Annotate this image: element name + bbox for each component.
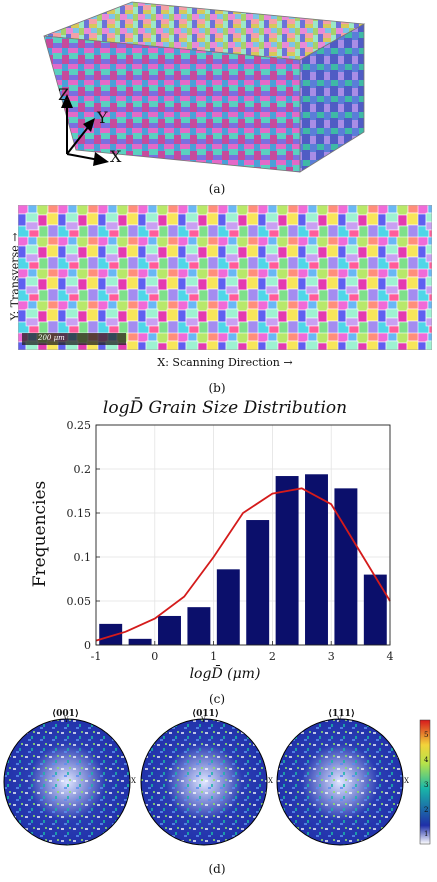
colorbar-tick: 2 [424,806,429,814]
chart-xlabel: logD̄ (μm) [189,666,261,682]
histogram-bar [128,638,152,645]
pf1-y-label: Y [64,716,69,724]
colorbar-tick: 3 [424,781,429,789]
histogram-bar [99,623,123,645]
caption-a: (a) [208,182,226,196]
caption-c: (c) [208,692,226,706]
y-tick-label: 0.25 [67,419,92,432]
histogram-bar [158,615,181,645]
axis-y-label: Y [97,108,108,127]
x-tick-label: 4 [387,650,394,663]
pf3-x-label: X [404,777,409,785]
caption-b: (b) [208,381,226,395]
grain-map [18,205,432,350]
x-tick-label: 3 [328,650,335,663]
x-tick-label: 2 [269,650,276,663]
pole-figure-111 [276,718,404,846]
pole-figure-label-001: ⟨001⟩ [52,709,80,719]
scanning-axis-label: X: Scanning Direction → [157,356,293,369]
grain-size-histogram: 00.050.10.150.20.25-1 0 1 2 3 4 [67,419,394,663]
histogram-bar [216,569,240,645]
caption-d: (d) [208,862,226,876]
colorbar-tick: 1 [424,830,429,838]
colorbar-tick: 4 [424,756,429,764]
x-tick-label: 0 [151,650,158,663]
histogram-bar [305,474,328,645]
pf1-x-label: X [131,777,136,785]
histogram-bar [187,607,211,645]
pf2-x-label: X [268,777,273,785]
plot-frame [95,424,391,646]
x-tick-label: -1 [91,650,102,663]
colorbar [419,719,431,845]
axes-triad [61,94,109,166]
pole-figure-011 [140,718,268,846]
scale-bar-label: 200 μm [38,334,65,342]
pole-figure-label-111: ⟨111⟩ [328,709,356,719]
pole-figure-label-011: ⟨011⟩ [192,709,220,719]
histogram-bar [275,476,299,645]
pole-figure-001 [3,718,131,846]
y-tick-label: 0.1 [74,551,92,564]
chart-title: logD̄ Grain Size Distribution [102,398,348,418]
y-tick-label: 0.15 [67,507,92,520]
histogram-bar [334,488,358,645]
pf3-y-label: Y [337,716,342,724]
axis-x-label: X [110,147,122,166]
histogram-bar [363,574,387,645]
colorbar-tick: 5 [424,731,429,739]
pole-figures [3,718,431,846]
axis-z-label: Z [58,85,70,104]
x-tick-label: 1 [210,650,217,663]
y-tick-label: 0.2 [74,463,92,476]
grain-block-3d [43,1,366,173]
y-tick-label: 0.05 [67,595,92,608]
fit-curve [95,487,391,642]
y-tick-label: 0 [84,639,91,652]
histogram-bar [246,520,270,645]
pf2-y-label: Y [201,716,206,724]
